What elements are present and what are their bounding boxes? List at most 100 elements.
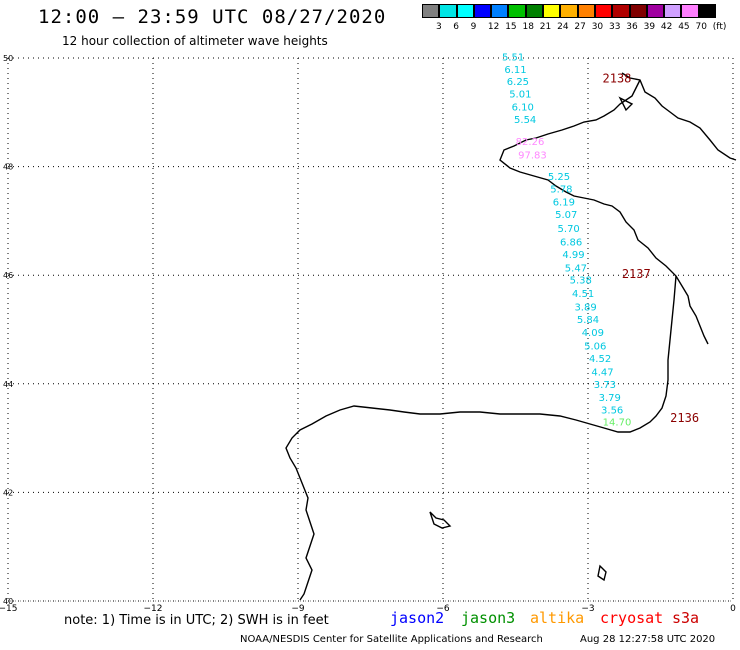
legend-label: 70 <box>695 22 707 32</box>
legend-label: 18 <box>522 22 534 32</box>
wave-height-label: 6.10 <box>512 103 534 114</box>
legend-label: 33 <box>609 22 621 32</box>
credit-text: NOAA/NESDIS Center for Satellite Applica… <box>240 634 543 645</box>
legend-swatch <box>508 4 526 18</box>
wave-height-label: 4.52 <box>589 354 611 365</box>
chart-title: 12:00 – 23:59 UTC 08/27/2020 <box>38 6 387 28</box>
wave-height-label: 4.09 <box>582 328 604 339</box>
legend-swatch <box>577 4 595 18</box>
wave-height-label: 3.56 <box>601 406 623 417</box>
pass-number-label: 2136 <box>670 411 699 425</box>
y-tick-label: 48 <box>3 163 13 172</box>
plot-frame <box>7 57 734 602</box>
legend-swatch <box>543 4 561 18</box>
satellite-name: jason3 <box>461 609 516 627</box>
color-legend <box>422 4 717 20</box>
timestamp-text: Aug 28 12:27:58 UTC 2020 <box>580 634 716 645</box>
coastline-cotentin <box>499 79 709 345</box>
legend-swatch <box>439 4 457 18</box>
legend-swatch <box>594 4 613 18</box>
legend-label: 39 <box>643 22 656 32</box>
legend-swatch <box>698 4 717 18</box>
satellite-name: s3a <box>672 609 700 627</box>
wave-height-label: 4.51 <box>572 289 594 300</box>
y-tick-label: 46 <box>3 271 13 280</box>
y-tick-label: 44 <box>3 380 13 389</box>
legend-swatch <box>629 4 647 18</box>
y-tick-label: 42 <box>3 488 13 497</box>
wave-height-label: 5.01 <box>509 90 531 101</box>
wave-height-label: 5.06 <box>584 342 606 353</box>
legend-swatch <box>491 4 509 18</box>
x-tick-label: 0 <box>730 604 736 614</box>
wave-height-label: 82.26 <box>516 137 545 148</box>
legend-swatch <box>525 4 544 18</box>
legend-label: 27 <box>574 22 586 32</box>
wave-height-label: 5.78 <box>550 185 572 196</box>
satellite-name: cryosat <box>600 609 664 627</box>
legend-swatch <box>560 4 578 18</box>
legend-label: 15 <box>505 22 517 32</box>
wave-height-label: 4.47 <box>591 368 613 379</box>
y-axis-ticks: 50 48 46 44 42 40 <box>3 54 13 606</box>
legend-label: 21 <box>539 22 552 32</box>
legend-label: 36 <box>626 22 638 32</box>
x-tick-label: −12 <box>144 604 163 614</box>
wave-height-label: 5.25 <box>548 172 570 183</box>
island-1 <box>429 511 452 529</box>
coastline <box>285 72 737 601</box>
note-text: note: 1) Time is in UTC; 2) SWH is in fe… <box>64 613 329 628</box>
island-3 <box>618 96 634 112</box>
map-grid <box>7 57 734 602</box>
wave-height-label: 6.86 <box>560 237 582 248</box>
legend-label: 42 <box>660 22 673 32</box>
y-tick-label: 40 <box>3 597 13 606</box>
legend-swatch <box>456 4 474 18</box>
pass-number-label: 2138 <box>603 71 632 85</box>
legend-label: 6 <box>453 22 460 32</box>
wave-height-label: 6.19 <box>553 198 575 209</box>
legend-swatch <box>422 4 440 18</box>
chart-subtitle: 12 hour collection of altimeter wave hei… <box>62 34 328 48</box>
coastline-bay-of-biscay <box>285 275 677 601</box>
x-tick-label: −9 <box>291 604 305 614</box>
wave-height-label: 97.83 <box>518 150 547 161</box>
wave-height-label: 5.54 <box>514 115 536 126</box>
legend-swatch <box>646 4 665 18</box>
legend-label: 24 <box>557 22 569 32</box>
wave-height-label: 5.07 <box>555 210 577 221</box>
wave-height-label: 5.70 <box>558 224 580 235</box>
legend-swatch <box>681 4 699 18</box>
wave-height-label: 6.11 <box>504 65 526 76</box>
wave-height-label: 5.38 <box>570 275 592 286</box>
x-tick-label: −3 <box>581 604 594 614</box>
wave-height-label: 4.99 <box>562 250 584 261</box>
legend-swatch <box>612 4 630 18</box>
legend-swatch <box>664 4 682 18</box>
legend-label: 9 <box>470 22 477 32</box>
wave-height-label: 3.79 <box>599 393 621 404</box>
wave-height-label: 3.89 <box>574 302 596 313</box>
satellite-name: jason2 <box>390 609 445 627</box>
legend-swatch <box>473 4 492 18</box>
x-tick-label: −6 <box>436 604 450 614</box>
pass-number-label: 2137 <box>622 267 651 281</box>
x-tick-label: −15 <box>0 604 18 614</box>
island-2 <box>597 564 607 582</box>
wave-height-label: 14.70 <box>603 418 632 429</box>
pass-labels: 2138 2137 2136 <box>603 71 700 424</box>
wave-height-label: 3.73 <box>594 380 616 391</box>
wave-height-label: 5.51 <box>502 53 524 64</box>
y-tick-label: 50 <box>3 54 13 63</box>
legend-label: 45 <box>678 22 690 32</box>
wave-height-label: 6.25 <box>507 77 529 88</box>
legend-label: 30 <box>591 22 604 32</box>
legend-label: (ft) <box>712 22 727 32</box>
satellite-name: altika <box>530 609 585 627</box>
wave-height-points: 5.516.116.25 5.01 6.105.54 82.26 97.835.25 5.… <box>502 53 631 429</box>
x-axis-ticks: −15 −12 −9 −6 −3 0 <box>0 604 736 614</box>
wave-height-label: 5.47 <box>565 263 587 274</box>
legend-label: 3 <box>436 22 442 32</box>
coastline-english-channel <box>621 72 737 161</box>
